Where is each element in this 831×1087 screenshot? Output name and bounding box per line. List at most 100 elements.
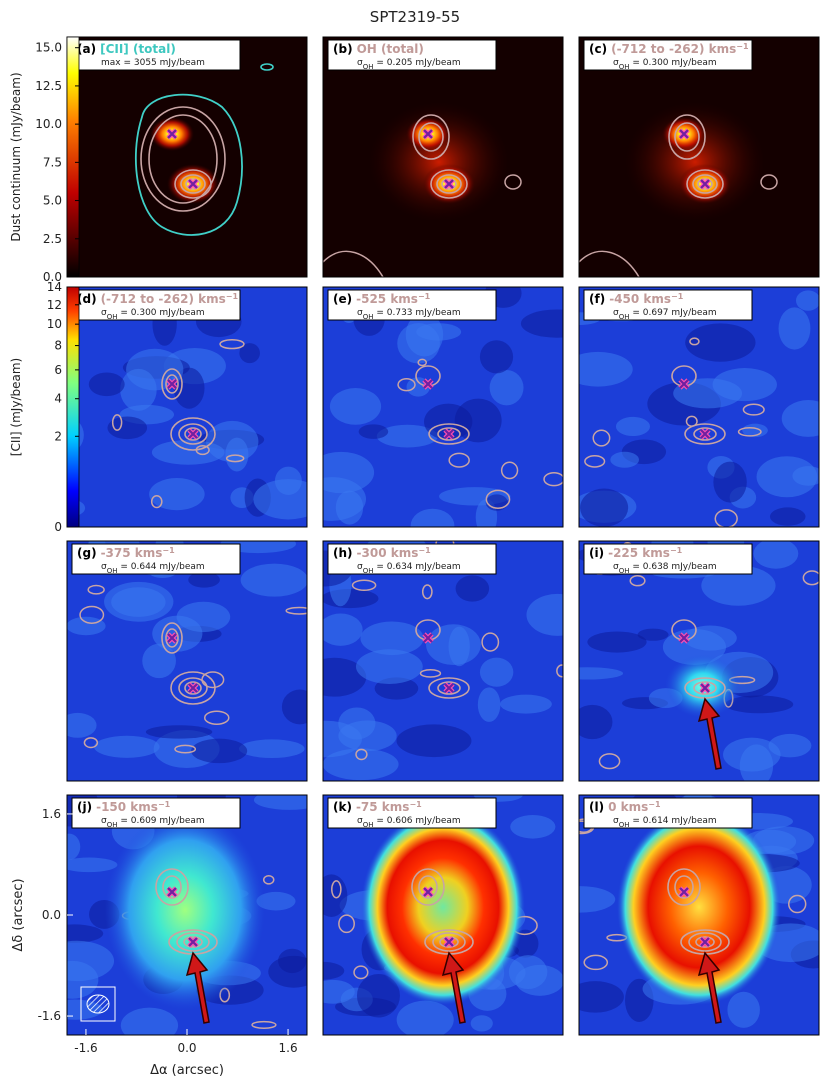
map-panel bbox=[579, 795, 819, 1035]
contour bbox=[285, 606, 307, 615]
noise-patch bbox=[526, 593, 563, 636]
source-marker bbox=[679, 633, 689, 643]
panel-note: σOH = 0.733 mJy/beam bbox=[357, 308, 461, 321]
contour bbox=[432, 932, 466, 952]
note-sub: OH bbox=[107, 313, 118, 321]
contour bbox=[689, 337, 700, 346]
panel-title-sup: −1 bbox=[418, 546, 431, 555]
panel-title: -75 kms bbox=[356, 800, 409, 814]
map-panel bbox=[579, 37, 819, 277]
panel-note: max = 3055 mJy/beam bbox=[101, 58, 205, 68]
note-symbol: σ bbox=[357, 562, 363, 572]
x-tick-label: 0.0 bbox=[177, 1041, 196, 1055]
noise-patch bbox=[323, 613, 363, 646]
noise-patch bbox=[781, 400, 819, 437]
label-box bbox=[583, 39, 753, 71]
contour bbox=[83, 737, 99, 749]
panel-title: -375 kms bbox=[101, 546, 163, 560]
x-tick-label: 1.6 bbox=[279, 1041, 298, 1055]
panel-title-sup: −1 bbox=[418, 292, 431, 301]
noise-patch bbox=[239, 739, 305, 759]
contour bbox=[176, 932, 210, 952]
noise-patch bbox=[724, 695, 794, 714]
source-marker bbox=[444, 429, 454, 439]
noise-patch bbox=[713, 461, 747, 503]
panel-title-sup: −1 bbox=[162, 546, 175, 555]
noise-patch bbox=[323, 874, 348, 918]
panel-note: σOH = 0.644 mJy/beam bbox=[101, 562, 205, 575]
contour bbox=[338, 914, 355, 934]
colorbar-tick-label: 12 bbox=[47, 298, 62, 312]
contour bbox=[788, 894, 807, 914]
map-panel bbox=[67, 795, 307, 1035]
contour bbox=[184, 427, 202, 441]
note-text: = 0.614 mJy/beam bbox=[630, 816, 717, 826]
noise-patch bbox=[455, 575, 490, 602]
contour bbox=[161, 622, 183, 654]
noise-patch bbox=[579, 667, 624, 680]
contour bbox=[598, 753, 621, 770]
noise-patch bbox=[111, 587, 166, 617]
panel-note: σOH = 0.634 mJy/beam bbox=[357, 562, 461, 575]
contour bbox=[170, 417, 216, 451]
panel-letter: (k) bbox=[333, 800, 352, 814]
noise-patch bbox=[701, 565, 776, 606]
noise-patch bbox=[727, 991, 760, 1028]
noise-patch bbox=[67, 940, 115, 982]
contour bbox=[688, 932, 722, 952]
panel-label: (c) (-712 to -262) kms−1 bbox=[589, 42, 749, 57]
panel-letter: (g) bbox=[77, 546, 97, 560]
contour bbox=[419, 669, 442, 678]
contour bbox=[668, 114, 706, 160]
contour bbox=[219, 338, 245, 350]
panel-label: (g) -375 kms−1 bbox=[77, 546, 175, 561]
contour bbox=[111, 414, 123, 431]
noise-patch bbox=[410, 508, 455, 527]
note-text: max = 3055 mJy/beam bbox=[101, 58, 205, 68]
noise-patch bbox=[358, 424, 389, 439]
panel-title-sup: −1 bbox=[736, 42, 749, 51]
panel-frame bbox=[322, 794, 564, 1036]
note-text: = 0.606 mJy/beam bbox=[374, 816, 461, 826]
note-symbol: σ bbox=[613, 816, 619, 826]
contour bbox=[150, 494, 163, 509]
noise-patch bbox=[360, 621, 424, 656]
noise-patch bbox=[67, 833, 81, 860]
contour bbox=[674, 122, 700, 152]
noise-patch bbox=[281, 689, 307, 725]
noise-patch bbox=[240, 563, 307, 597]
panel-title: (-712 to -262) kms bbox=[101, 292, 226, 306]
panel-letter: (h) bbox=[333, 546, 353, 560]
arrow bbox=[441, 951, 466, 1024]
label-box bbox=[71, 543, 241, 575]
contour bbox=[225, 454, 245, 463]
panel-letter: (d) bbox=[77, 292, 97, 306]
contour bbox=[481, 632, 500, 652]
contour bbox=[180, 174, 206, 194]
colorbar-tick-label: 14 bbox=[47, 280, 62, 294]
colorbar-tick-label: 12.5 bbox=[35, 79, 62, 93]
contour bbox=[87, 584, 105, 595]
y-axis-label: Δδ (arcsec) bbox=[11, 878, 26, 951]
noise-patch bbox=[239, 343, 260, 364]
noise-patch bbox=[396, 724, 472, 758]
panel-title-sup: −1 bbox=[671, 292, 684, 301]
noise-patch bbox=[515, 964, 563, 996]
noise-patch bbox=[188, 571, 220, 588]
noise-patch bbox=[579, 704, 613, 740]
source-marker bbox=[700, 429, 710, 439]
contour bbox=[430, 169, 468, 199]
note-text: = 0.300 mJy/beam bbox=[630, 58, 717, 68]
source-marker bbox=[167, 633, 177, 643]
contour bbox=[417, 358, 428, 367]
contour bbox=[185, 178, 201, 190]
label-box bbox=[327, 289, 497, 321]
contour bbox=[411, 868, 445, 906]
panel-title-sup: −1 bbox=[648, 800, 661, 809]
x-tick-label: -1.6 bbox=[74, 1041, 97, 1055]
contour bbox=[412, 114, 450, 160]
colorbar-tick-label: 5.0 bbox=[43, 194, 62, 208]
emission bbox=[617, 809, 781, 1005]
noise-patch bbox=[88, 372, 125, 397]
colorbar bbox=[66, 36, 80, 278]
